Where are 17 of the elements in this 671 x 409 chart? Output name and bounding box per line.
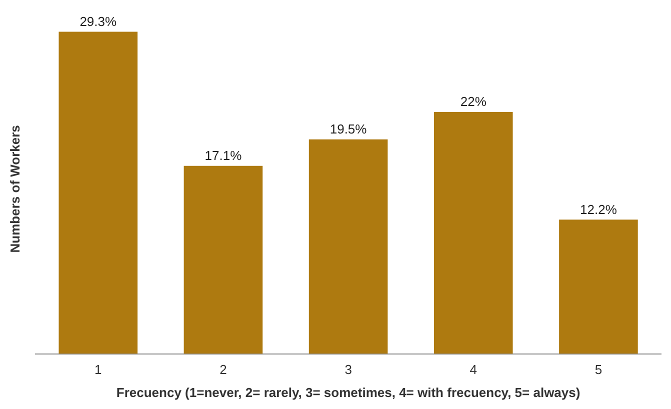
bar	[434, 112, 513, 354]
x-tick-label: 4	[470, 362, 477, 378]
data-label: 12.2%	[580, 202, 618, 217]
data-label: 29.3%	[80, 14, 118, 29]
x-tick-label: 3	[344, 362, 352, 378]
x-tick-label: 5	[594, 362, 602, 378]
y-axis-title: Numbers of Workers	[7, 125, 22, 253]
x-tick-label: 2	[220, 362, 227, 378]
bar	[184, 166, 263, 354]
data-label: 17.1%	[204, 148, 242, 163]
x-tick-label: 1	[94, 362, 102, 378]
data-label: 22%	[460, 94, 487, 110]
data-label: 19.5%	[330, 122, 368, 137]
bar	[559, 220, 638, 354]
bar	[58, 32, 138, 354]
bar	[308, 139, 388, 354]
x-axis-title: Frecuency (1=never, 2= rarely, 3= sometimes, 4= with frecuency, 5= always)	[116, 384, 580, 400]
